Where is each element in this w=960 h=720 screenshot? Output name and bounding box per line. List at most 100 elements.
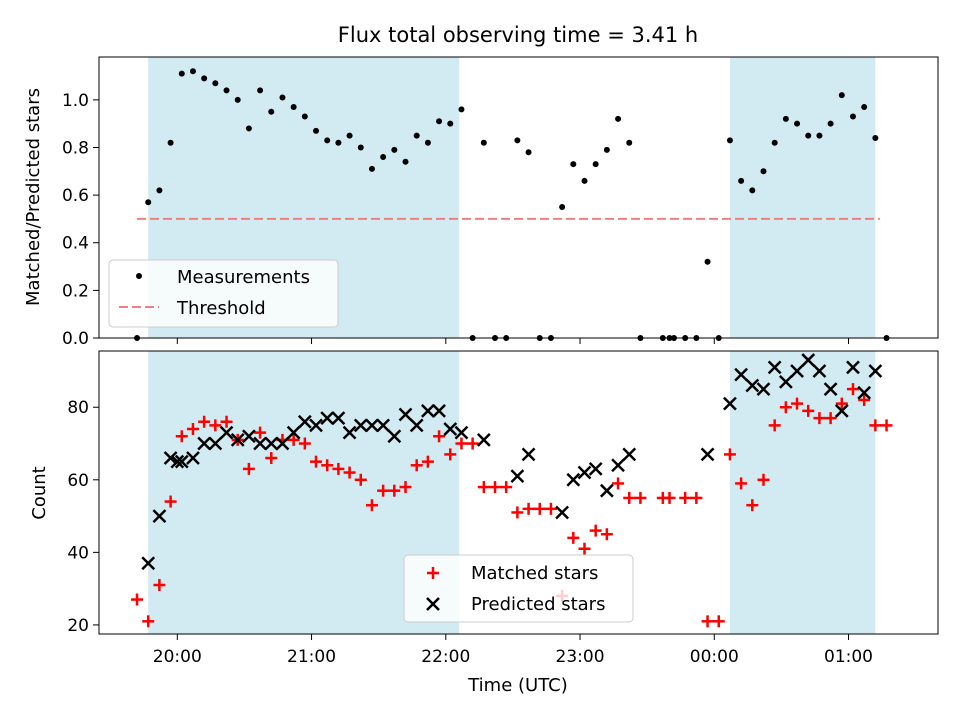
measurement-point — [145, 199, 152, 206]
measurement-point — [615, 115, 622, 122]
predicted-star-point — [208, 436, 223, 451]
matched-star-point — [466, 437, 479, 450]
matched-star-point — [791, 397, 804, 410]
matched-star-point — [477, 481, 490, 494]
matched-star-point — [578, 542, 591, 555]
matched-star-point — [365, 499, 378, 512]
matched-star-point — [265, 452, 278, 465]
legend-threshold-label: Threshold — [176, 298, 266, 319]
predicted-star-point — [476, 433, 491, 447]
measurement-point — [301, 113, 308, 120]
matched-star-point — [254, 426, 267, 439]
plot-frame-top — [98, 56, 939, 339]
matched-star-point — [757, 473, 770, 486]
predicted-star-point — [432, 403, 446, 418]
predicted-star-point — [745, 378, 760, 393]
measurement-point — [570, 161, 577, 168]
y-tick-label: 40 — [67, 543, 89, 563]
predicted-star-point — [868, 364, 883, 378]
measurement-point — [447, 120, 454, 127]
matched-star-point — [287, 433, 300, 446]
measurement-point — [245, 125, 252, 132]
matched-star-point — [880, 419, 893, 432]
matched-star-point — [679, 491, 692, 504]
measurement-point — [816, 132, 823, 139]
predicted-star-point — [857, 385, 872, 400]
matched-star-point — [824, 412, 837, 425]
legend-matched-label: Matched stars — [471, 563, 598, 584]
predicted-star-point — [320, 411, 335, 426]
matched-star-point — [544, 502, 557, 515]
matched-star-point — [354, 473, 367, 486]
matched-star-point — [343, 466, 356, 479]
y-axis-label-bottom: Count — [29, 466, 50, 519]
matched-star-point — [321, 459, 334, 472]
y-tick-label: 1.0 — [62, 91, 89, 111]
predicted-star-point — [353, 418, 368, 433]
predicted-star-point — [700, 447, 715, 462]
measurement-point — [603, 146, 610, 153]
predicted-star-point — [297, 414, 312, 429]
predicted-star-point — [170, 454, 185, 469]
matched-star-point — [846, 383, 859, 396]
predicted-star-point — [756, 382, 771, 396]
measurement-point — [290, 104, 297, 111]
matched-star-point — [858, 393, 871, 406]
measurement-point — [794, 120, 801, 127]
x-axis-ticks-top — [176, 338, 850, 344]
predicted-star-point — [611, 458, 625, 473]
matched-star-point — [802, 404, 815, 417]
matched-star-point — [735, 477, 748, 490]
measurement-point — [212, 80, 219, 87]
predicted-star-point — [521, 447, 536, 462]
predicted-star-point — [421, 403, 435, 418]
predicted-star-point — [454, 425, 469, 440]
matched-star-point — [600, 528, 613, 541]
predicted-star-point — [577, 465, 592, 480]
y-axis-label-top: Matched/Predicted stars — [23, 88, 44, 306]
legend-top: Measurements Threshold — [108, 259, 339, 328]
measurement-point — [749, 187, 756, 194]
measurement-point — [346, 132, 353, 139]
predicted-star-point — [801, 353, 816, 367]
y-tick-label: 0.6 — [62, 186, 89, 206]
matched-star-point — [153, 579, 166, 592]
matched-star-point — [869, 419, 882, 432]
predicted-star-point — [365, 418, 379, 433]
y-tick-label: 0.0 — [62, 329, 89, 349]
matched-star-point — [779, 401, 792, 414]
observing-span — [729, 57, 876, 338]
x-axis-label: Time (UTC) — [467, 675, 568, 696]
predicted-star-point — [834, 403, 849, 418]
measurement-point — [704, 258, 711, 265]
predicted-star-point — [141, 556, 156, 571]
legend-box-top — [108, 259, 339, 328]
predicted-star-point — [242, 429, 256, 444]
measurement-point — [436, 118, 443, 125]
predicted-star-point — [823, 382, 838, 396]
y-tick-label: 20 — [67, 616, 89, 636]
predicted-star-point — [767, 360, 782, 375]
matched-star-point — [455, 437, 468, 450]
predicted-star-point — [197, 436, 212, 451]
matched-star-point — [522, 502, 535, 515]
predicted-star-point — [846, 360, 860, 375]
x-tick-label: 21:00 — [287, 647, 336, 667]
panel-ratio: 0.0 0.2 0.4 0.6 0.8 1.0 Flux total observing … — [23, 23, 939, 349]
measurement-point — [559, 204, 566, 211]
measurement-point — [771, 139, 778, 146]
predicted-star-point — [443, 422, 458, 436]
measurement-point — [178, 70, 185, 77]
matched-star-point — [701, 615, 714, 628]
matched-star-point — [712, 615, 725, 628]
observing-span — [729, 351, 876, 634]
predicted-star-point — [186, 451, 200, 465]
measurement-point — [324, 137, 331, 144]
measurement-point — [234, 96, 241, 103]
chart-title: Flux total observing time = 3.41 h — [338, 23, 698, 47]
measurement-point — [156, 187, 163, 194]
matched-star-point — [663, 491, 676, 504]
measurement-point — [223, 87, 230, 94]
matched-star-point — [433, 430, 446, 443]
